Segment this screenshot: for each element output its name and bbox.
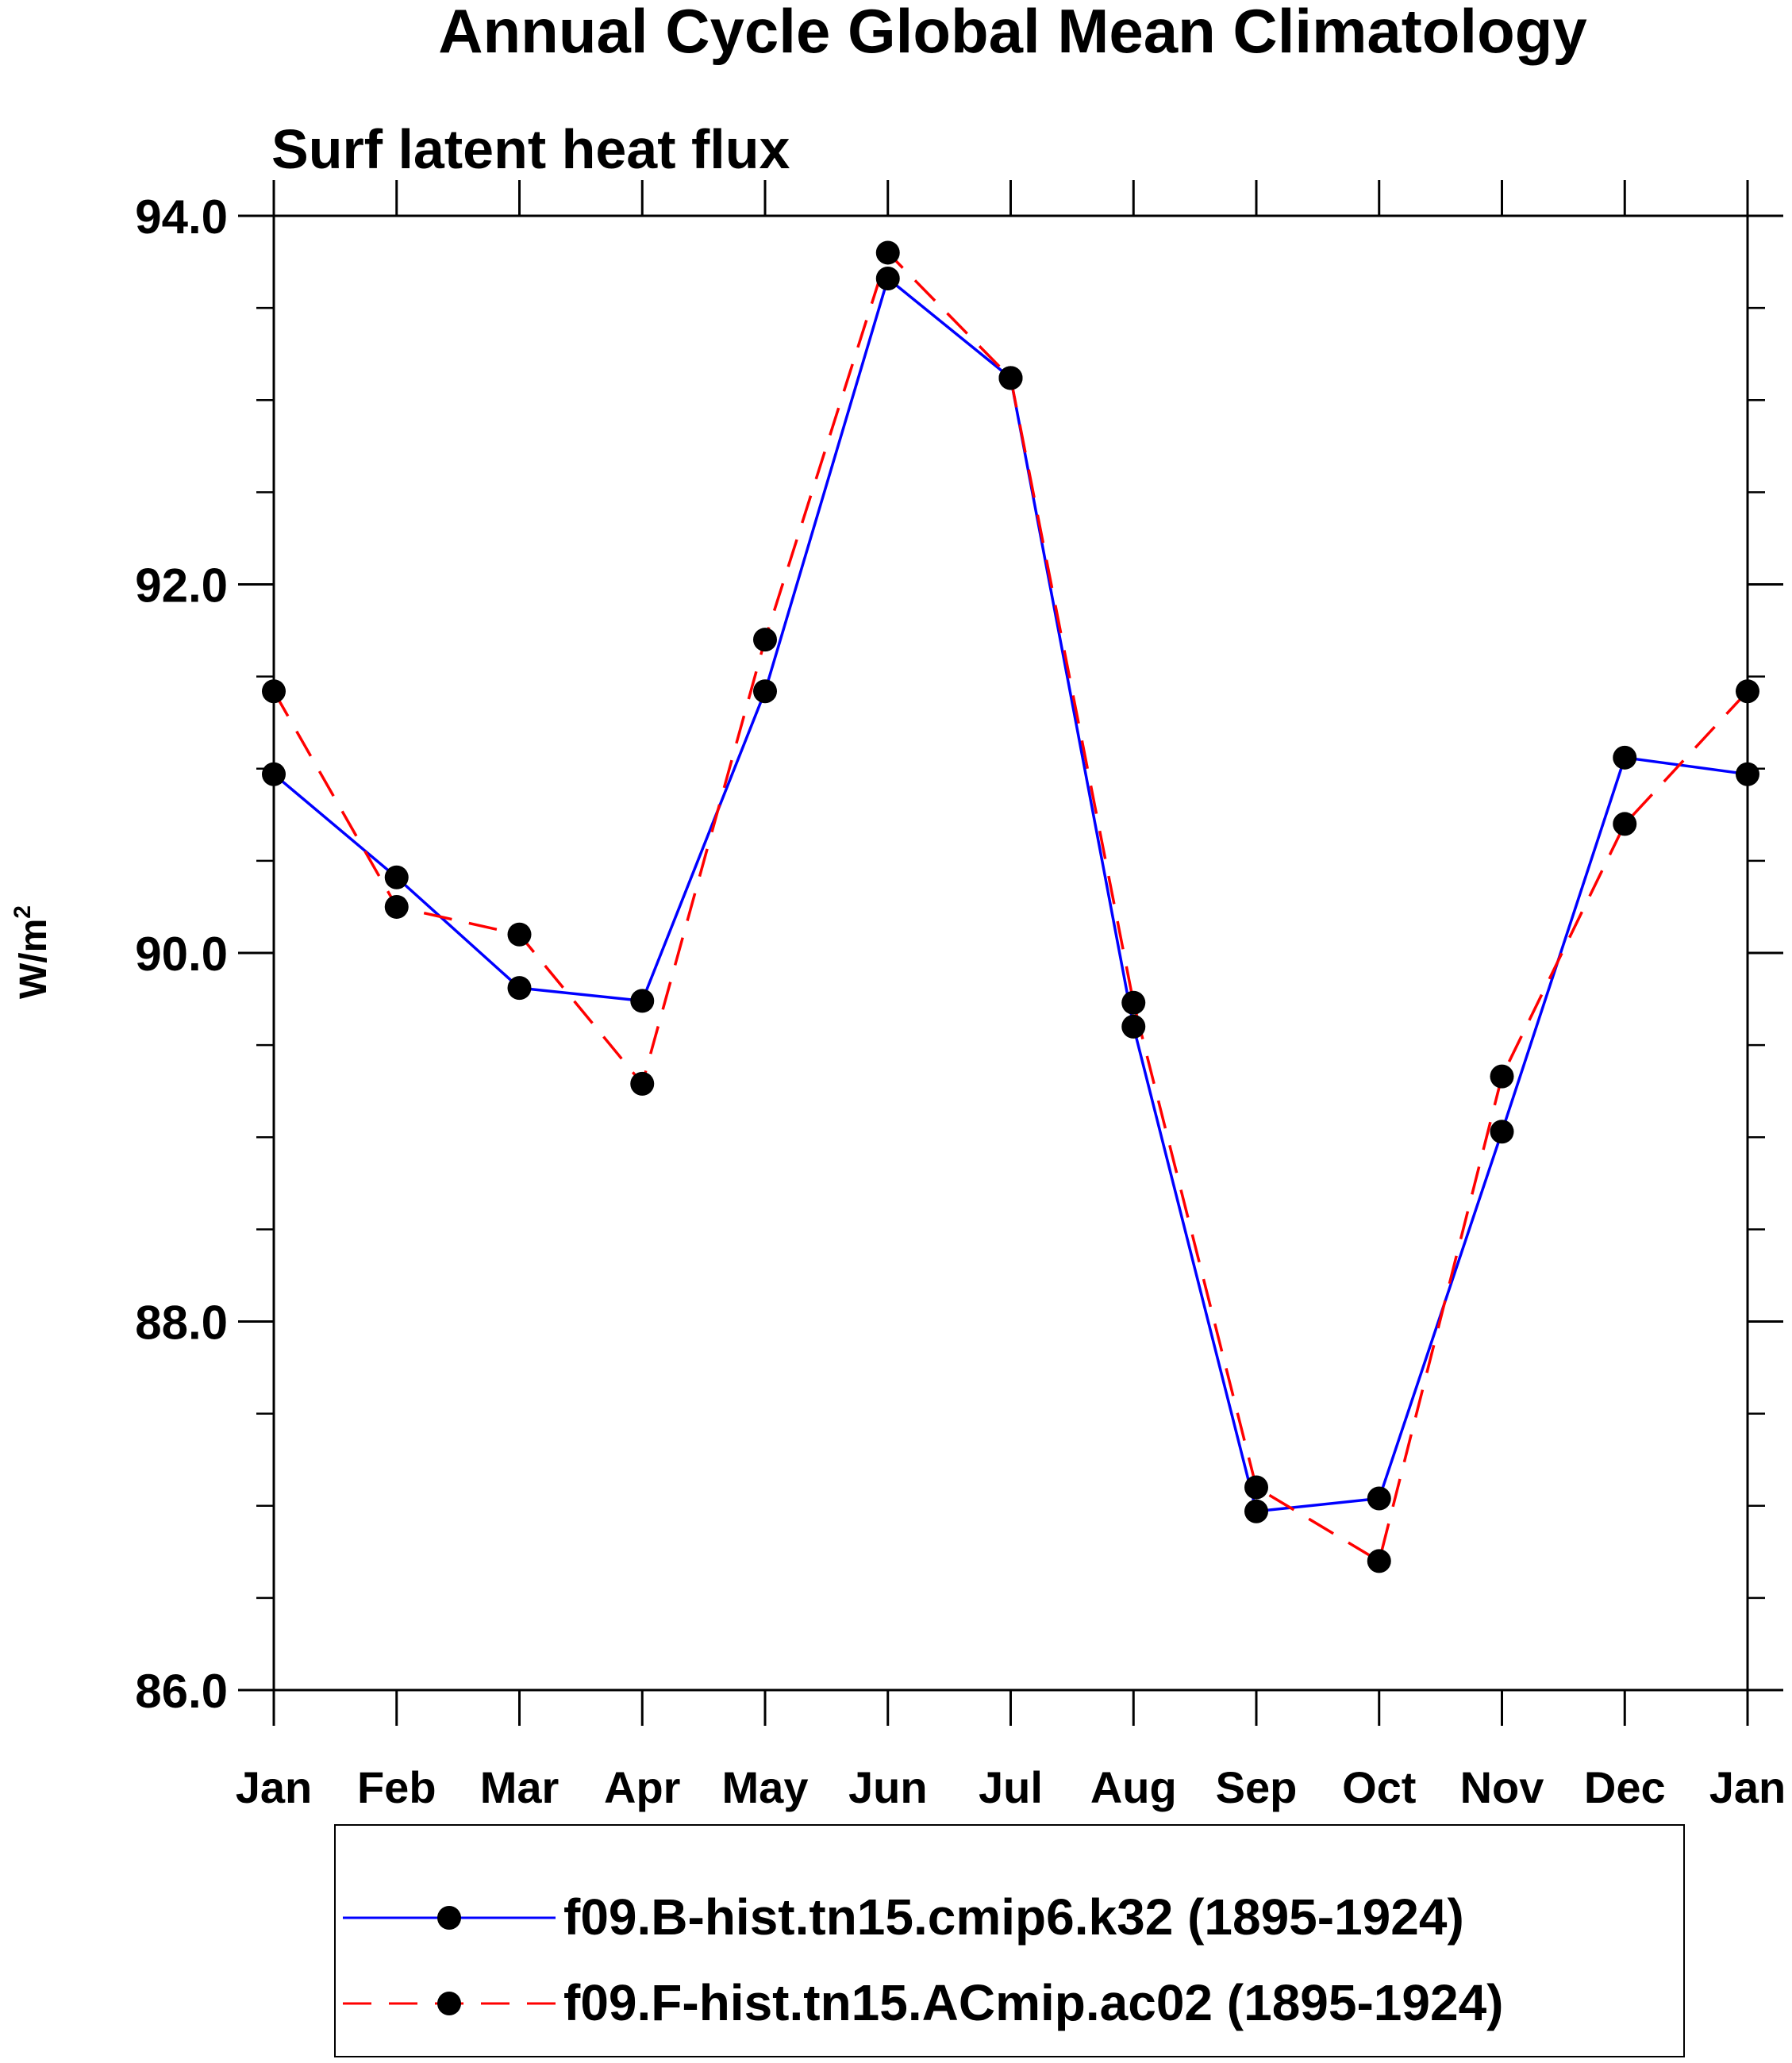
legend-box <box>334 1824 1685 2057</box>
x-tick-label: Feb <box>357 1762 436 1812</box>
legend-marker-series-2 <box>437 1992 461 2015</box>
data-point-series-1 <box>1736 762 1759 786</box>
x-tick-label: Dec <box>1584 1762 1666 1812</box>
data-point-series-2 <box>262 679 286 704</box>
legend-label-series-1: f09.B-hist.tn15.cmip6.k32 (1895-1924) <box>563 1888 1464 1946</box>
data-point-series-2 <box>384 894 409 919</box>
data-point-series-1 <box>1367 1486 1391 1511</box>
legend-marker-series-1 <box>437 1906 461 1930</box>
x-tick-label: Aug <box>1090 1762 1177 1812</box>
chart-subtitle: Surf latent heat flux <box>271 118 790 180</box>
data-point-series-2 <box>507 922 532 947</box>
x-tick-label: Jul <box>979 1762 1043 1812</box>
x-tick-label: Sep <box>1216 1762 1298 1812</box>
y-tick-label: 88.0 <box>135 1297 228 1350</box>
data-point-series-2 <box>1736 679 1759 704</box>
y-axis-label-superscript: 2 <box>10 905 36 919</box>
data-point-series-2 <box>998 366 1023 390</box>
x-tick-label: Jan <box>1709 1762 1786 1812</box>
data-point-series-2 <box>1367 1549 1391 1573</box>
data-point-series-2 <box>1613 812 1637 836</box>
data-point-series-1 <box>1121 1014 1146 1039</box>
data-point-series-1 <box>1244 1499 1268 1523</box>
data-point-series-1 <box>1613 745 1637 770</box>
axes: 86.0 88.0 90.0 92.0 94.0 Jan Feb Mar Apr May Jun Ju… <box>135 180 1786 1812</box>
data-point-series-1 <box>262 762 286 786</box>
data-point-series-2 <box>753 628 777 652</box>
y-tick-label: 86.0 <box>135 1665 228 1718</box>
y-tick-label: 90.0 <box>135 928 228 981</box>
data-point-series-2 <box>1121 990 1146 1015</box>
data-point-series-1 <box>1490 1120 1514 1144</box>
series-line-1 <box>272 277 1748 1513</box>
legend: f09.B-hist.tn15.cmip6.k32 (1895-1924) f0… <box>334 1824 1685 2057</box>
legend-label-series-2: f09.F-hist.tn15.ACmip.ac02 (1895-1924) <box>563 1974 1503 2031</box>
data-point-series-1 <box>630 989 655 1013</box>
data-point-series-1 <box>753 679 777 704</box>
series-line-2 <box>272 251 1749 1563</box>
x-tick-label: Apr <box>604 1762 680 1812</box>
y-tick-label: 92.0 <box>135 559 228 613</box>
data-point-series-2 <box>1490 1064 1514 1089</box>
y-axis-label-base: W/m <box>13 919 55 999</box>
x-tick-label: Oct <box>1342 1762 1416 1812</box>
x-tick-label: Jan <box>236 1762 313 1812</box>
y-axis-label: W/m2 <box>10 905 55 999</box>
y-tick-label: 94.0 <box>135 190 228 244</box>
x-tick-label: Jun <box>848 1762 928 1812</box>
data-point-series-2 <box>630 1071 655 1096</box>
x-tick-label: May <box>722 1762 809 1812</box>
chart-title: Annual Cycle Global Mean Climatology <box>438 0 1587 66</box>
data-point-series-1 <box>507 976 532 1001</box>
x-tick-label: Nov <box>1460 1762 1544 1812</box>
plot-frame <box>272 214 1749 1692</box>
data-point-series-2 <box>1244 1475 1268 1500</box>
data-point-series-2 <box>875 240 900 265</box>
series-lines <box>272 251 1749 1563</box>
data-point-series-1 <box>384 865 409 889</box>
series-markers <box>262 240 1759 1573</box>
x-tick-label: Mar <box>480 1762 560 1812</box>
data-point-series-1 <box>875 266 900 290</box>
